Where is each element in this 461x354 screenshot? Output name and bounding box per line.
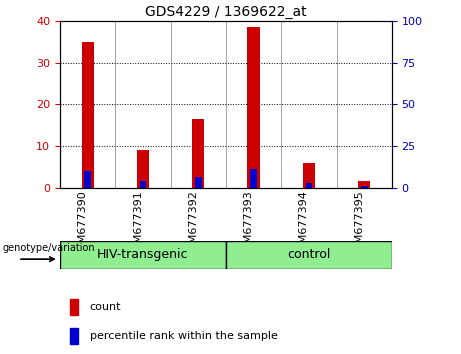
Text: genotype/variation: genotype/variation bbox=[3, 243, 95, 253]
Bar bbox=[84, 171, 91, 188]
Text: control: control bbox=[287, 249, 331, 261]
Bar bbox=[82, 42, 94, 188]
Bar bbox=[140, 181, 146, 188]
Bar bbox=[358, 181, 370, 188]
Bar bbox=[306, 183, 312, 188]
Bar bbox=[226, 241, 392, 269]
Bar bbox=[70, 299, 78, 315]
Text: count: count bbox=[90, 302, 121, 313]
Title: GDS4229 / 1369622_at: GDS4229 / 1369622_at bbox=[145, 5, 307, 19]
Bar bbox=[303, 163, 315, 188]
Bar bbox=[70, 328, 78, 344]
Bar bbox=[248, 28, 260, 188]
Bar bbox=[137, 150, 149, 188]
Bar bbox=[60, 241, 226, 269]
Text: HIV-transgenic: HIV-transgenic bbox=[97, 249, 189, 261]
Bar bbox=[250, 169, 257, 188]
Bar bbox=[195, 177, 201, 188]
Text: percentile rank within the sample: percentile rank within the sample bbox=[90, 331, 278, 341]
Bar bbox=[361, 186, 367, 188]
Bar bbox=[192, 119, 204, 188]
